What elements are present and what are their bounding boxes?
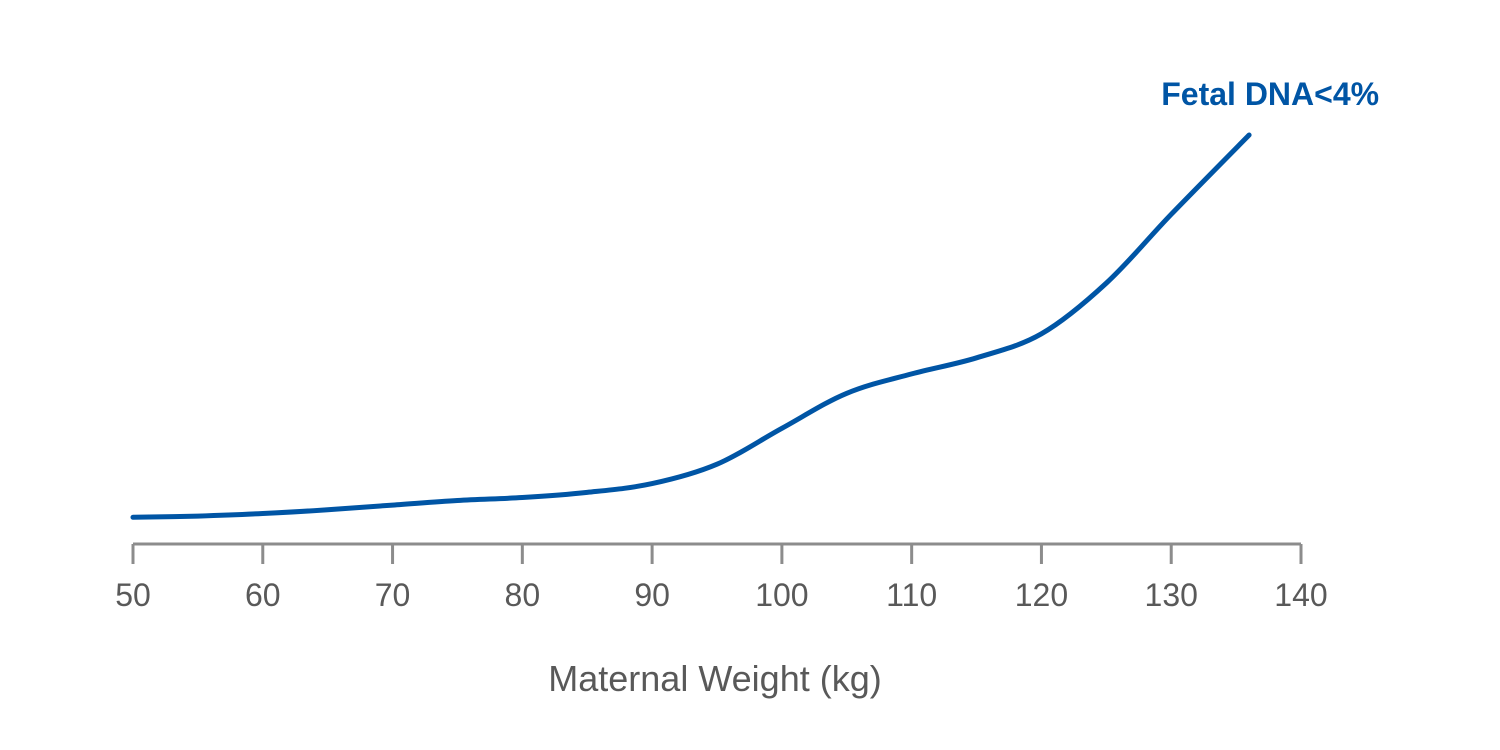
x-tick-label-50: 50: [115, 577, 151, 613]
x-tick-label-110: 110: [886, 577, 937, 613]
x-axis-tick-labels: 50 60 70 80 90 100 110 120 130 140: [115, 577, 1327, 613]
x-tick-label-130: 130: [1145, 577, 1198, 613]
x-tick-label-60: 60: [245, 577, 281, 613]
x-tick-label-70: 70: [375, 577, 411, 613]
x-tick-label-90: 90: [634, 577, 670, 613]
x-axis-ticks: [131, 544, 1303, 564]
x-tick-label-80: 80: [505, 577, 541, 613]
series-label: Fetal DNA<4%: [1161, 76, 1379, 112]
series-line: [130, 132, 1252, 520]
x-tick-label-140: 140: [1274, 577, 1327, 613]
x-axis-title: Maternal Weight (kg): [548, 658, 881, 699]
x-tick-label-100: 100: [755, 577, 808, 613]
x-tick-label-120: 120: [1015, 577, 1068, 613]
